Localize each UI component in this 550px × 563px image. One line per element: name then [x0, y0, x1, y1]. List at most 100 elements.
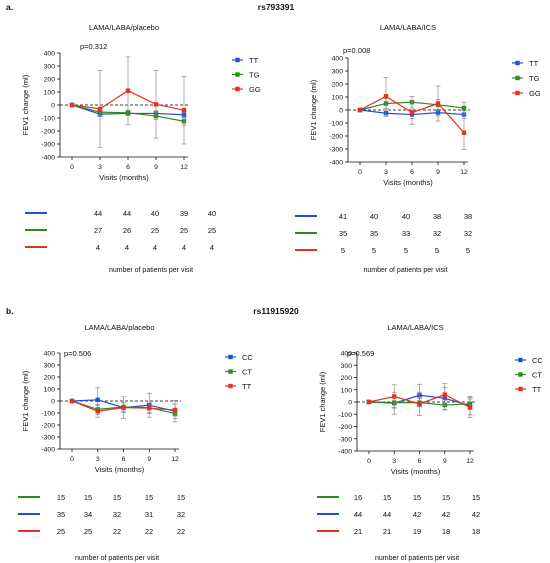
patient-count: 44 [94, 209, 102, 218]
y-axis-title: FEV1 change (ml) [318, 371, 327, 432]
data-point [461, 130, 467, 135]
x-tick-label: 6 [410, 169, 414, 176]
y-tick-label: -200 [338, 424, 352, 431]
legend-marker [235, 86, 240, 92]
patient-count: 42 [472, 510, 480, 519]
x-tick-label: 0 [367, 458, 371, 465]
patient-count: 35 [57, 510, 65, 519]
patients-table: 16 15 15 15 15 44 44 42 42 42 21 21 19 18 18 number of … [317, 493, 480, 562]
patient-count: 15 [383, 493, 391, 502]
patients-table-caption: number of patients per visit [75, 555, 159, 562]
y-tick-label: -300 [329, 147, 343, 154]
x-tick-label: 9 [436, 169, 440, 176]
data-point [181, 108, 187, 113]
y-tick-label: -200 [41, 423, 55, 430]
data-point [417, 401, 422, 407]
patient-count: 31 [145, 510, 153, 519]
patient-count: 39 [180, 209, 188, 218]
patients-table-caption: number of patients per visit [363, 267, 447, 274]
chart-title: LAMA/LABA/ICS [387, 323, 443, 332]
x-tick-label: 12 [171, 456, 179, 463]
patients-table: 15 15 15 15 15 35 34 32 31 32 25 25 22 22 22 number of … [18, 493, 185, 562]
legend-label: TT [532, 385, 542, 394]
data-point [442, 392, 447, 397]
data-point [383, 94, 389, 99]
patient-count: 34 [84, 510, 92, 519]
patient-count: 25 [84, 527, 92, 536]
y-tick-label: 0 [51, 103, 55, 110]
patient-count: 42 [413, 510, 421, 519]
y-tick-label: 0 [348, 400, 352, 407]
chart-panels: LAMA/LABA/placebo p=0.312 -400 -300 -200 -100… [18, 23, 543, 562]
x-tick-label: 0 [358, 169, 362, 176]
y-tick-label: -400 [338, 449, 352, 456]
y-tick-label: 100 [332, 95, 344, 102]
series-GG [357, 77, 467, 150]
patient-count: 15 [413, 493, 421, 502]
y-tick-label: -100 [41, 411, 55, 418]
data-point [121, 405, 126, 410]
x-tick-label: 3 [384, 169, 388, 176]
y-tick-label: 400 [44, 351, 56, 358]
x-tick-label: 0 [70, 456, 74, 463]
chart-title: LAMA/LABA/placebo [84, 323, 154, 332]
data-point [153, 102, 159, 107]
patient-count: 5 [466, 246, 470, 255]
y-tick-label: -200 [41, 129, 55, 136]
panel-a-snp-title: rs793391 [258, 2, 295, 12]
patient-count: 32 [113, 510, 121, 519]
patient-count: 15 [84, 493, 92, 502]
x-tick-label: 3 [98, 164, 102, 171]
data-point [357, 107, 363, 113]
patient-count: 44 [123, 209, 131, 218]
patient-count: 5 [404, 246, 408, 255]
data-point [366, 399, 372, 405]
x-tick-label: 9 [154, 164, 158, 171]
patient-count: 32 [464, 229, 472, 238]
y-tick-label: 300 [44, 64, 56, 71]
patient-count: 44 [383, 510, 391, 519]
legend-label: CT [532, 371, 542, 380]
patient-count: 25 [57, 527, 65, 536]
panel-b-snp-title: rs11915920 [253, 306, 299, 316]
y-tick-label: 200 [44, 375, 56, 382]
data-point [461, 112, 467, 117]
y-tick-label: 100 [44, 387, 56, 394]
x-tick-label: 6 [122, 456, 126, 463]
y-axis-title: FEV1 change (ml) [21, 370, 30, 431]
legend-marker [518, 386, 523, 392]
y-tick-label: 100 [44, 90, 56, 97]
y-tick-label: 200 [332, 82, 344, 89]
y-tick-label: -300 [41, 142, 55, 149]
patient-count: 15 [177, 493, 185, 502]
p-value-annotation: p=0.008 [343, 46, 370, 55]
patient-count: 44 [354, 510, 362, 519]
patient-count: 5 [435, 246, 439, 255]
legend-label: GG [249, 85, 261, 94]
data-point [172, 407, 178, 413]
patient-count: 4 [182, 243, 186, 252]
patient-count: 18 [442, 527, 450, 536]
data-point [69, 102, 75, 108]
y-tick-label: 0 [339, 108, 343, 115]
legend-label: TG [529, 74, 540, 83]
patient-count: 15 [113, 493, 121, 502]
patient-count: 4 [125, 243, 129, 252]
data-point [392, 394, 397, 399]
data-point [467, 405, 473, 410]
legend-label: CC [242, 353, 253, 362]
y-tick-label: 200 [341, 375, 353, 382]
patient-count: 25 [208, 226, 216, 235]
y-tick-label: 200 [44, 77, 56, 84]
patient-count: 38 [464, 212, 472, 221]
y-tick-label: 300 [332, 69, 344, 76]
patient-count: 4 [153, 243, 157, 252]
patient-count: 5 [372, 246, 376, 255]
legend-label: TT [242, 382, 252, 391]
legend-marker [228, 369, 233, 374]
y-axis-title: FEV1 change (ml) [21, 74, 30, 135]
y-tick-label: -200 [329, 134, 343, 141]
legend-label: TG [249, 71, 260, 80]
panel-b-label: b. [6, 306, 14, 316]
patient-count: 22 [177, 527, 185, 536]
